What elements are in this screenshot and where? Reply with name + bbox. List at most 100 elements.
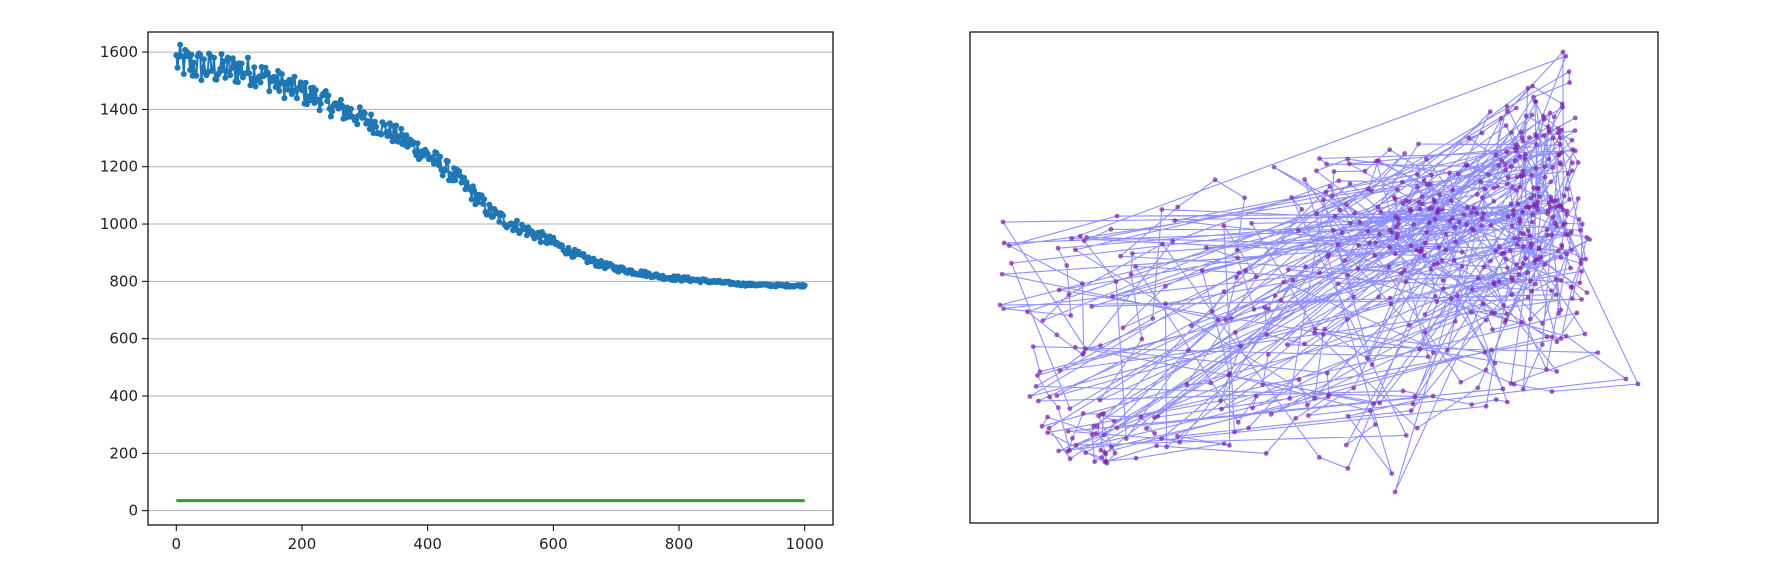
tour-point: [1159, 436, 1164, 441]
tour-point: [1415, 171, 1420, 177]
tour-point: [1523, 152, 1528, 158]
tour-point: [1312, 396, 1318, 401]
tour-point: [1035, 373, 1040, 378]
tour-point: [1351, 294, 1357, 300]
tour-point: [1362, 168, 1368, 174]
tour-point: [1065, 449, 1071, 454]
tour-point: [1517, 220, 1523, 226]
tour-point: [1466, 135, 1472, 141]
tour-point: [1209, 309, 1215, 314]
tour-point: [1339, 230, 1345, 236]
tour-point: [1452, 224, 1458, 230]
blue-series-point: [474, 199, 481, 206]
tour-point: [1388, 301, 1394, 307]
tour-point: [1159, 207, 1165, 212]
tour-point: [1400, 388, 1406, 394]
tour-point: [1522, 156, 1528, 162]
tour-point: [1123, 436, 1129, 441]
tour-point: [1064, 263, 1070, 268]
tour-point: [1312, 326, 1318, 332]
tour-point: [1403, 198, 1409, 204]
tour-point: [1343, 442, 1349, 448]
tour-point: [1475, 385, 1481, 391]
tour-point: [1544, 334, 1550, 340]
tour-point: [1266, 306, 1271, 312]
tour-point: [1395, 187, 1400, 192]
tour-point: [1520, 386, 1526, 392]
tour-point: [1461, 212, 1467, 217]
blue-series-point: [272, 84, 279, 90]
x-tick-label: 1000: [786, 535, 824, 553]
tour-point: [1356, 242, 1361, 248]
tour-point: [1395, 231, 1400, 237]
blue-series-point: [442, 167, 449, 174]
blue-series-point: [368, 111, 375, 118]
tour-point: [1410, 401, 1416, 407]
tour-point: [1517, 154, 1522, 159]
tour-point: [1534, 142, 1539, 147]
tour-point: [1172, 218, 1178, 224]
tour-point: [1583, 256, 1589, 262]
tour-point: [1347, 181, 1353, 187]
tour-point: [1563, 232, 1569, 238]
tour-point: [1578, 228, 1583, 233]
blue-series-point: [365, 118, 372, 125]
tour-point: [1426, 220, 1432, 226]
tour-point: [1128, 271, 1134, 277]
tour-point: [1104, 460, 1110, 466]
blue-series-point: [371, 118, 378, 125]
tour-point: [1499, 251, 1505, 257]
tour-point: [1234, 247, 1240, 253]
tour-point: [1035, 398, 1041, 404]
tour-point: [1504, 311, 1510, 317]
blue-series-point: [297, 79, 304, 86]
tour-point: [1249, 220, 1254, 226]
tour-point: [1570, 160, 1575, 166]
tour-point: [1447, 218, 1453, 224]
tour-point: [1396, 221, 1402, 227]
blue-series-point: [290, 78, 297, 85]
tour-point: [1557, 142, 1563, 147]
blue-series-point: [327, 113, 334, 120]
blue-series-point: [209, 67, 216, 74]
tour-point: [1540, 321, 1545, 326]
tour-point: [1408, 408, 1414, 414]
blue-series-point: [197, 51, 204, 58]
tour-point: [1569, 247, 1574, 253]
tour-point: [1553, 292, 1559, 297]
tour-point: [1459, 249, 1465, 255]
tour-point: [1517, 184, 1523, 190]
tour-point: [1375, 204, 1381, 210]
tour-point: [1305, 413, 1311, 418]
tour-point: [1232, 429, 1237, 435]
blue-series-point: [324, 98, 331, 104]
x-tick-label: 800: [665, 535, 694, 553]
tour-point: [1223, 317, 1229, 323]
tour-point: [1579, 297, 1584, 302]
tour-point: [1496, 244, 1502, 250]
tour-point: [1365, 228, 1371, 234]
tour-point: [1235, 255, 1240, 261]
tour-point: [1515, 201, 1521, 207]
tour-point: [1164, 444, 1169, 450]
tour-point: [1537, 194, 1542, 199]
blue-series-point: [398, 125, 405, 132]
tour-point: [1009, 260, 1014, 266]
tour-point: [1110, 293, 1115, 299]
tour-point: [1574, 310, 1580, 316]
tour-point: [1520, 209, 1525, 215]
tour-point: [1551, 114, 1557, 120]
tour-point: [1056, 287, 1062, 293]
tour-point: [1175, 433, 1180, 439]
tour-point: [1378, 209, 1383, 215]
tour-point: [1154, 443, 1159, 449]
tour-point: [1569, 137, 1575, 143]
tour-point: [1474, 192, 1480, 197]
tour-point: [1458, 379, 1464, 385]
tour-point: [1302, 177, 1307, 182]
tour-point: [1443, 231, 1449, 237]
tour-point: [1527, 135, 1532, 141]
tour-point: [1281, 279, 1287, 285]
tour-point: [1235, 419, 1241, 425]
